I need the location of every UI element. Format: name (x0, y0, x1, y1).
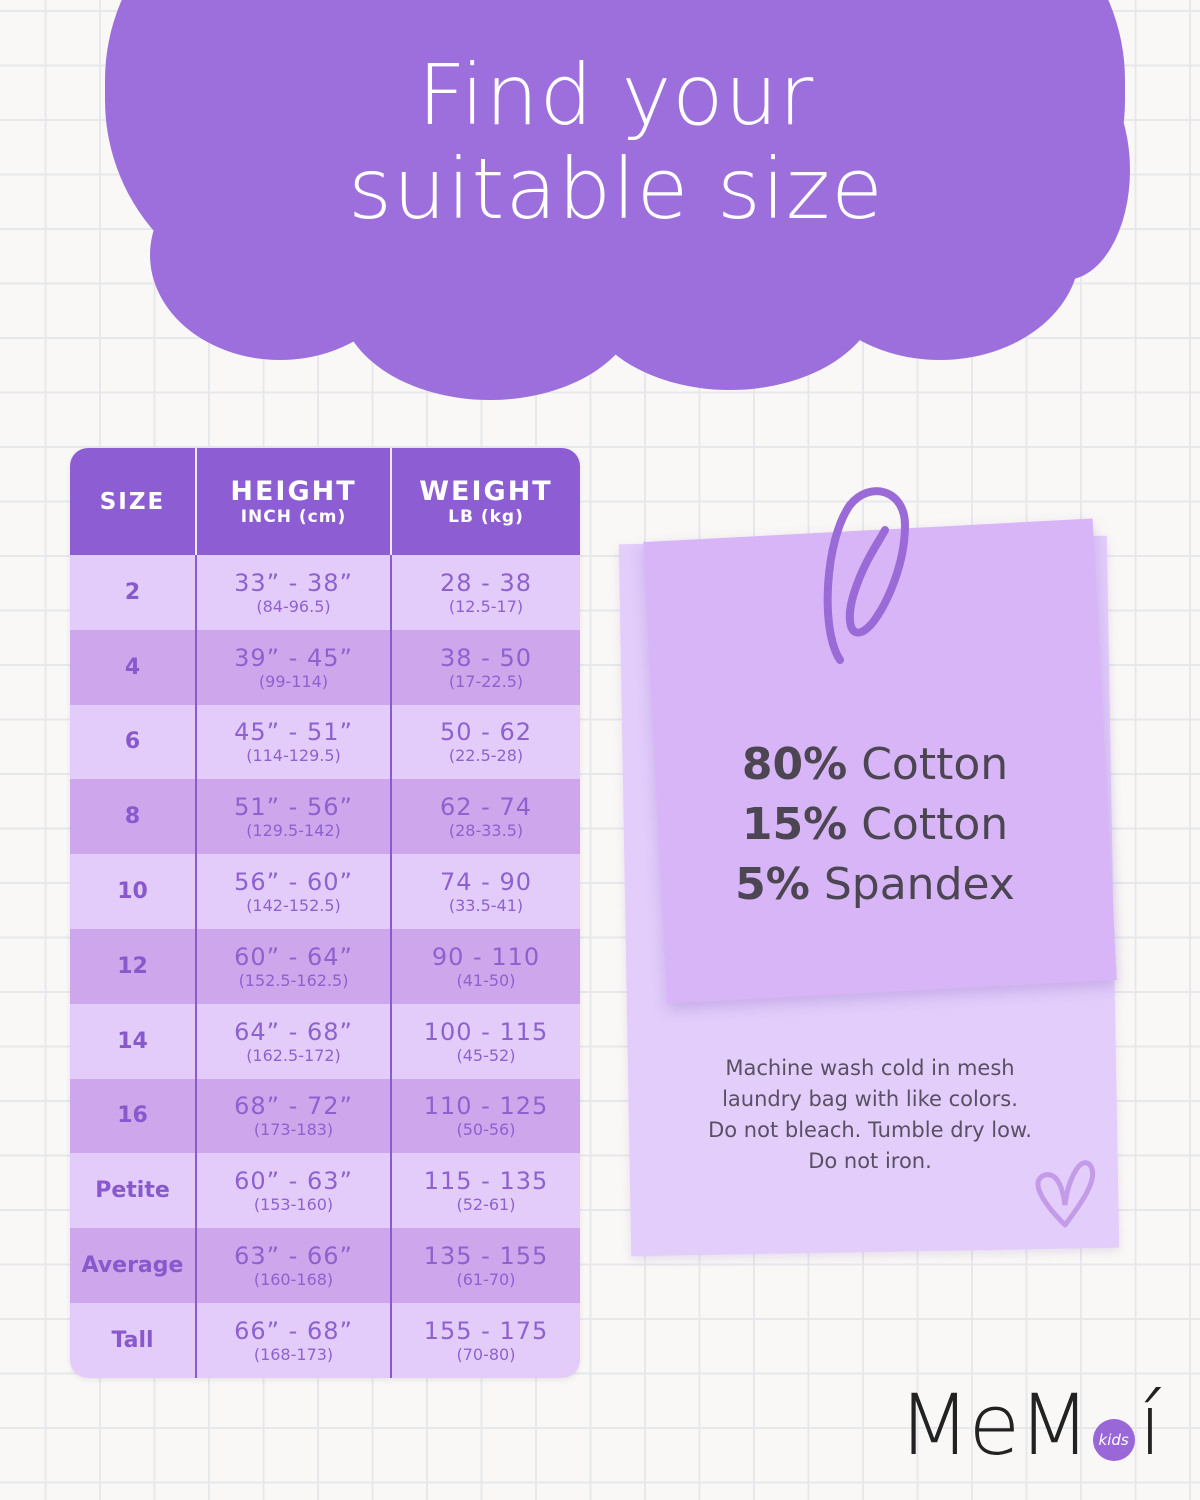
fabric-line: 80% Cotton (741, 739, 1009, 790)
height-cell: 60” - 63” (153-160) (197, 1153, 392, 1229)
page-title: Find your suitable size (348, 46, 884, 238)
table-row: Petite 60” - 63” (153-160) 115 - 135 (52-6… (70, 1153, 580, 1229)
weight-cell: 110 - 125 (50-56) (423, 1092, 549, 1140)
weight-cell: 90 - 110 (41-50) (431, 942, 541, 990)
size-cell: 4 (70, 629, 197, 705)
height-cell: 63” - 66” (160-168) (197, 1228, 392, 1303)
care-instructions: Machine wash cold in mesh laundry bag wi… (708, 1056, 1032, 1173)
header-weight: WEIGHT LB (kg) (419, 476, 553, 527)
table-row: 14 64” - 68” (162.5-172) 100 - 115 (45-52) (70, 1003, 580, 1079)
height-cell: 56” - 60” (142-152.5) (197, 854, 392, 929)
paperclip-icon (823, 487, 910, 664)
size-cell: Average (70, 1228, 197, 1303)
size-cell: Petite (70, 1153, 197, 1229)
memoi-logo: MeM kids í (898, 1376, 1162, 1474)
table-row: 16 68” - 72” (173-183) 110 - 125 (50-56) (70, 1078, 580, 1154)
header-size: SIZE (70, 448, 197, 555)
size-cell: 14 (70, 1003, 197, 1079)
fabric-line: 15% Cotton (741, 799, 1009, 850)
table-row: 8 51” - 56” (129.5-142) 62 - 74 (28-33.5) (70, 779, 580, 855)
height-cell: 33” - 38” (84-96.5) (197, 555, 392, 630)
table-row: 10 56” - 60” (142-152.5) 74 - 90 (33.5-41) (70, 854, 580, 929)
size-cell: 16 (70, 1078, 197, 1154)
table-row: 12 60” - 64” (152.5-162.5) 90 - 110 (41-50… (70, 928, 580, 1004)
weight-cell: 62 - 74 (28-33.5) (440, 793, 532, 841)
weight-cell: 74 - 90 (33.5-41) (440, 868, 532, 916)
header-height: HEIGHT INCH (cm) (197, 448, 392, 555)
size-cell: Tall (70, 1302, 197, 1378)
height-cell: 64” - 68” (162.5-172) (197, 1003, 392, 1079)
weight-cell: 28 - 38 (12.5-17) (440, 568, 532, 616)
weight-cell: 38 - 50 (17-22.5) (440, 643, 532, 691)
fabric-composition: 80% Cotton 15% Cotton 5% Spandex (660, 735, 1090, 915)
height-cell: 51” - 56” (129.5-142) (197, 779, 392, 855)
weight-cell: 100 - 115 (45-52) (423, 1017, 549, 1065)
size-cell: 6 (70, 704, 197, 780)
size-cell: 12 (70, 928, 197, 1004)
table-header: SIZE HEIGHT INCH (cm) WEIGHT LB (kg) (70, 448, 580, 555)
size-cell: 10 (70, 854, 197, 929)
kids-badge: kids (1092, 1419, 1135, 1461)
table-row: Tall 66” - 68” (168-173) 155 - 175 (70-80) (70, 1302, 580, 1378)
size-cell: 2 (70, 555, 197, 630)
height-cell: 39” - 45” (99-114) (197, 629, 392, 705)
size-table: SIZE HEIGHT INCH (cm) WEIGHT LB (kg) 2 33”… (70, 448, 580, 1378)
table-row: 4 39” - 45” (99-114) 38 - 50 (17-22.5) (70, 629, 580, 705)
table-row: Average 63” - 66” (160-168) 135 - 155 (61-… (70, 1228, 580, 1303)
weight-cell: 50 - 62 (22.5-28) (440, 718, 532, 766)
logo-text-end: í (1138, 1376, 1162, 1474)
height-cell: 68” - 72” (173-183) (197, 1078, 392, 1154)
height-cell: 45” - 51” (114-129.5) (197, 704, 392, 780)
weight-cell: 155 - 175 (70-80) (423, 1316, 549, 1364)
logo-text-start: MeM (898, 1376, 1091, 1474)
size-cell: 8 (70, 779, 197, 855)
weight-cell: 135 - 155 (61-70) (423, 1242, 549, 1290)
table-row: 2 33” - 38” (84-96.5) 28 - 38 (12.5-17) (70, 555, 580, 630)
table-row: 6 45” - 51” (114-129.5) 50 - 62 (22.5-28) (70, 704, 580, 780)
height-cell: 66” - 68” (168-173) (197, 1302, 392, 1378)
heart-icon (1035, 1160, 1096, 1228)
height-cell: 60” - 64” (152.5-162.5) (197, 928, 392, 1004)
fabric-line: 5% Spandex (735, 859, 1015, 910)
weight-cell: 115 - 135 (52-61) (423, 1167, 549, 1215)
